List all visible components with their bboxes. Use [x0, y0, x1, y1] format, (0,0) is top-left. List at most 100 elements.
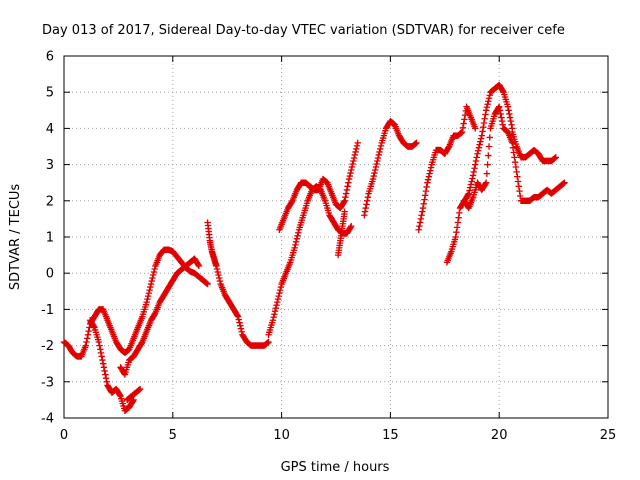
- data-point: [143, 298, 150, 306]
- data-point: [470, 168, 478, 176]
- data-point: [151, 265, 158, 273]
- data-point: [145, 289, 153, 297]
- data-point: [294, 232, 301, 239]
- data-point: [452, 233, 459, 241]
- data-point: [213, 265, 221, 273]
- data-point: [274, 295, 282, 303]
- data-point: [499, 121, 507, 128]
- data-point: [473, 154, 480, 161]
- data-point: [514, 173, 521, 180]
- data-point: [514, 178, 522, 185]
- data-point: [295, 229, 302, 236]
- data-point: [98, 353, 105, 360]
- data-point: [292, 238, 300, 246]
- data-point: [497, 110, 504, 118]
- data-point: [84, 335, 91, 342]
- data-point: [144, 295, 151, 303]
- y-tick-label: 0: [46, 267, 54, 282]
- data-point: [371, 166, 379, 174]
- data-point: [504, 103, 512, 110]
- data-point: [485, 143, 493, 150]
- data-point: [377, 145, 384, 153]
- data-point: [84, 331, 92, 338]
- data-point: [472, 125, 479, 132]
- data-point: [348, 163, 356, 171]
- data-point: [486, 92, 493, 99]
- data-series: [443, 81, 516, 266]
- data-point: [350, 157, 357, 165]
- data-point: [482, 179, 490, 186]
- y-tick-label: 6: [46, 50, 54, 65]
- data-point: [236, 319, 243, 326]
- y-tick-label: -1: [41, 303, 54, 318]
- data-series: [60, 246, 211, 360]
- data-point: [507, 117, 515, 125]
- y-axis-label: SDTVAR / TECUs: [8, 184, 23, 291]
- x-tick-label: 5: [169, 428, 177, 443]
- data-point: [416, 222, 423, 230]
- data-point: [516, 187, 523, 195]
- data-point: [363, 201, 370, 208]
- data-point: [346, 172, 353, 180]
- data-point: [340, 198, 348, 206]
- data-point: [552, 154, 559, 161]
- data-point: [352, 148, 359, 156]
- data-point: [99, 356, 106, 364]
- data-point: [466, 187, 473, 194]
- data-point: [238, 328, 245, 335]
- data-point: [468, 178, 475, 185]
- data-point: [364, 193, 372, 201]
- data-point: [96, 342, 103, 349]
- data-point: [374, 154, 382, 162]
- data-point: [291, 244, 298, 252]
- data-point: [273, 301, 280, 309]
- data-point: [459, 124, 467, 131]
- data-point: [293, 235, 301, 243]
- data-point: [353, 142, 361, 150]
- data-point: [426, 170, 433, 177]
- data-point: [116, 391, 124, 399]
- y-tick-label: 4: [46, 122, 54, 137]
- data-point: [453, 224, 461, 231]
- data-point: [216, 277, 224, 285]
- data-point: [484, 101, 491, 108]
- data-point: [213, 262, 220, 270]
- data-point: [234, 313, 242, 320]
- data-point: [413, 139, 420, 147]
- data-point: [455, 214, 462, 221]
- data-point: [271, 308, 279, 315]
- data-point: [421, 196, 428, 203]
- data-point: [496, 107, 504, 114]
- data-point: [342, 190, 350, 197]
- data-point: [375, 151, 382, 159]
- data-series: [461, 103, 568, 212]
- x-tick-label: 0: [60, 428, 68, 443]
- x-tick-label: 25: [600, 428, 617, 443]
- data-point: [506, 114, 514, 121]
- data-point: [456, 209, 463, 217]
- data-point: [471, 165, 478, 172]
- data-point: [144, 292, 152, 300]
- data-point: [272, 304, 279, 312]
- data-point: [343, 186, 351, 194]
- data-point: [348, 222, 355, 230]
- data-point: [351, 151, 359, 159]
- data-point: [461, 116, 468, 123]
- data-point: [99, 360, 107, 367]
- data-point: [216, 274, 223, 282]
- data-point: [505, 107, 512, 114]
- y-tick-label: 5: [46, 86, 54, 101]
- data-point: [345, 179, 352, 186]
- data-point: [424, 179, 431, 186]
- data-point: [480, 119, 488, 127]
- data-point: [361, 208, 369, 215]
- data-point: [130, 396, 137, 404]
- data-series: [334, 208, 348, 259]
- data-series: [204, 219, 272, 349]
- data-point: [204, 280, 211, 288]
- data-point: [506, 110, 513, 118]
- data-point: [349, 160, 356, 168]
- y-axis: -4 -3 -2 -1 0 1 2 3 4 5 6: [41, 50, 608, 427]
- data-point: [509, 139, 516, 147]
- data-point: [517, 192, 524, 200]
